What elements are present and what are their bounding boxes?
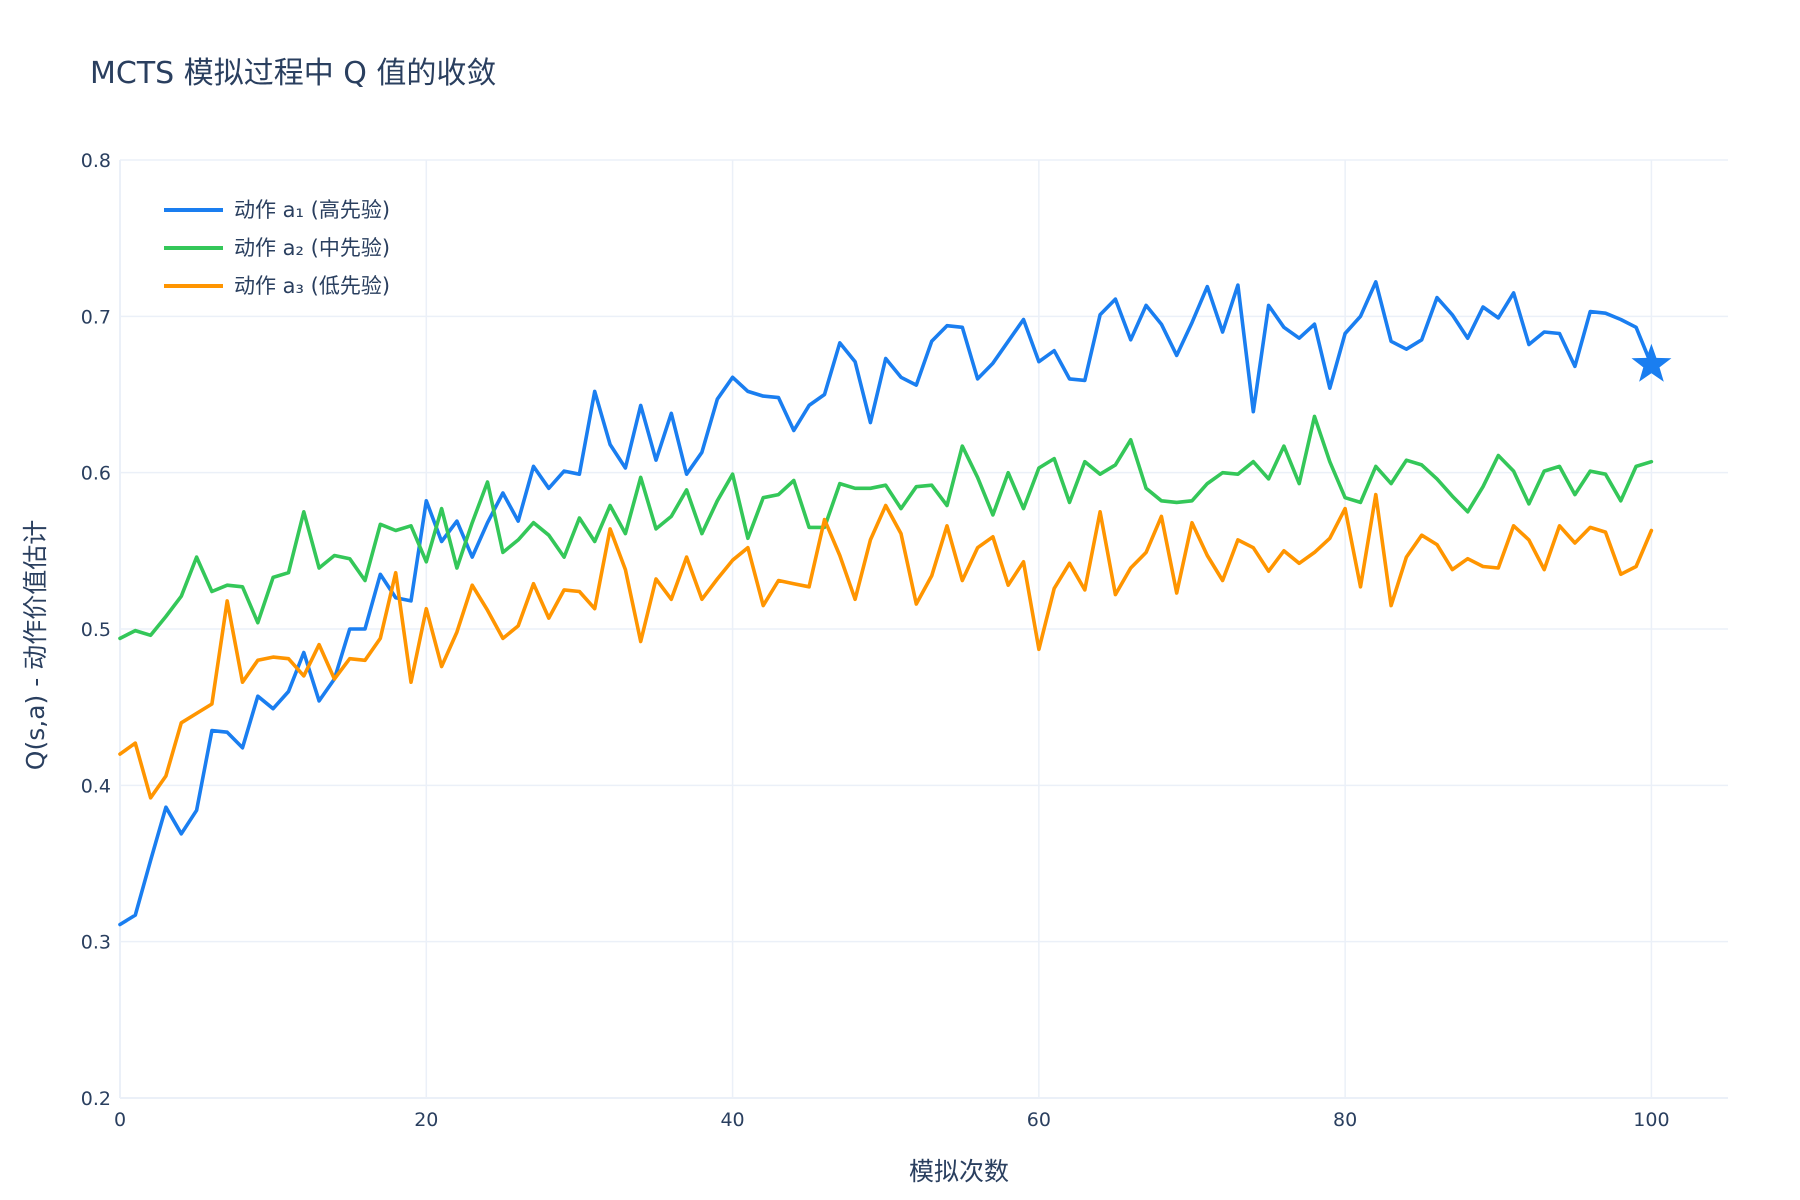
axis-layer: 0.2 0.3 0.4 0.5 0.6 0.7 0.8 0 20 40 60 80 100 xyxy=(81,150,1728,1131)
x-tick-label: 100 xyxy=(1633,1109,1669,1131)
series-layer xyxy=(118,280,1654,927)
legend-item-3[interactable]: 动作 a₃ (低先验) xyxy=(164,274,390,298)
x-tick-label: 80 xyxy=(1333,1109,1357,1131)
y-tick-label: 0.2 xyxy=(81,1088,111,1110)
x-tick-label: 60 xyxy=(1027,1109,1051,1131)
y-tick-label: 0.3 xyxy=(81,932,111,954)
y-tick-label: 0.7 xyxy=(81,306,111,328)
legend-item-1[interactable]: 动作 a₁ (高先验) xyxy=(164,198,390,222)
chart-title: MCTS 模拟过程中 Q 值的收敛 xyxy=(90,56,497,91)
marker-layer xyxy=(1631,343,1672,382)
series-line-2[interactable] xyxy=(118,414,1654,641)
x-tick-label: 20 xyxy=(414,1109,438,1131)
y-tick-label: 0.6 xyxy=(81,463,111,485)
legend-label: 动作 a₃ (低先验) xyxy=(234,274,390,298)
y-tick-label: 0.4 xyxy=(81,775,111,797)
final-value-star-marker[interactable] xyxy=(1631,343,1672,382)
series-line-1[interactable] xyxy=(118,280,1654,927)
legend-label: 动作 a₁ (高先验) xyxy=(234,198,390,222)
grid-layer xyxy=(120,159,1728,1098)
legend-label: 动作 a₂ (中先验) xyxy=(234,236,390,260)
y-tick-label: 0.8 xyxy=(81,150,111,172)
x-tick-label: 40 xyxy=(720,1109,744,1131)
x-axis-title: 模拟次数 xyxy=(909,1157,1009,1186)
y-tick-label: 0.5 xyxy=(81,619,111,641)
legend[interactable]: 动作 a₁ (高先验) 动作 a₂ (中先验) 动作 a₃ (低先验) xyxy=(164,198,390,298)
series-line-3[interactable] xyxy=(118,492,1654,800)
x-tick-label: 0 xyxy=(114,1109,126,1131)
y-axis-title: Q(s,a) - 动作价值估计 xyxy=(21,520,50,770)
legend-item-2[interactable]: 动作 a₂ (中先验) xyxy=(164,236,390,260)
